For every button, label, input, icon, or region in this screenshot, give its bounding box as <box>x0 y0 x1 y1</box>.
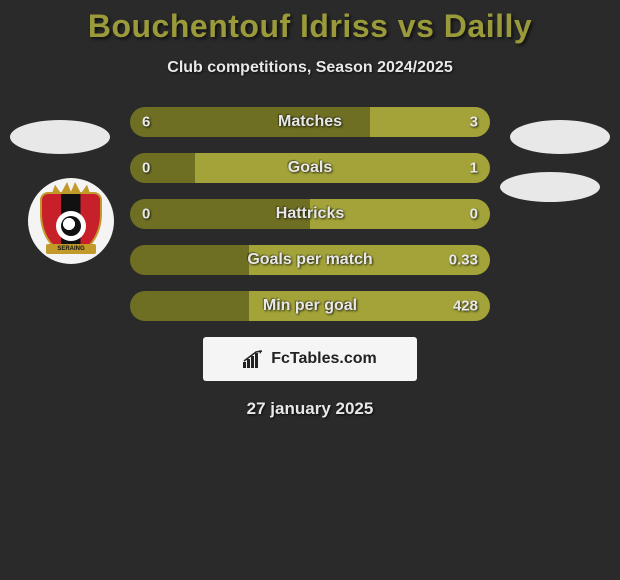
stat-value-right: 0 <box>470 206 478 223</box>
page-subtitle: Club competitions, Season 2024/2025 <box>0 59 620 77</box>
watermark-text: FcTables.com <box>271 350 377 368</box>
player-right-badge-placeholder <box>510 120 610 154</box>
stat-label: Hattricks <box>276 205 344 223</box>
crest-graphic: SERAING <box>40 186 102 256</box>
stat-row: Goals per match 0.33 <box>130 245 490 275</box>
crest-banner: SERAING <box>46 244 96 254</box>
stat-value-left: 6 <box>142 114 150 131</box>
stat-label: Goals <box>288 159 332 177</box>
stat-value-right: 3 <box>470 114 478 131</box>
stat-row: Min per goal 428 <box>130 291 490 321</box>
stat-label: Matches <box>278 113 342 131</box>
stat-label: Goals per match <box>247 251 372 269</box>
stat-bar-left <box>130 291 249 321</box>
stat-value-right: 428 <box>453 298 478 315</box>
stat-bar-right <box>195 153 490 183</box>
stat-value-right: 0.33 <box>449 252 478 269</box>
stat-value-left: 0 <box>142 160 150 177</box>
crest-circle <box>56 211 86 241</box>
club-crest: SERAING <box>28 178 114 264</box>
stat-row: Matches 6 3 <box>130 107 490 137</box>
stat-bar-left <box>130 245 249 275</box>
stat-row: Goals 0 1 <box>130 153 490 183</box>
crest-lion-icon <box>61 216 81 236</box>
stats-list: Matches 6 3 Goals 0 1 Hattricks 0 0 Goals per mat… <box>130 107 490 321</box>
stat-label: Min per goal <box>263 297 357 315</box>
snapshot-date: 27 january 2025 <box>0 399 620 419</box>
player-left-badge-placeholder <box>10 120 110 154</box>
stat-bar-left <box>130 153 195 183</box>
fctables-logo-icon <box>243 350 265 368</box>
stat-value-right: 1 <box>470 160 478 177</box>
comparison-card: Bouchentouf Idriss vs Dailly Club compet… <box>0 0 620 419</box>
player-right-badge-placeholder-2 <box>500 172 600 202</box>
stat-row: Hattricks 0 0 <box>130 199 490 229</box>
page-title: Bouchentouf Idriss vs Dailly <box>0 8 620 45</box>
stat-value-left: 0 <box>142 206 150 223</box>
watermark: FcTables.com <box>203 337 417 381</box>
